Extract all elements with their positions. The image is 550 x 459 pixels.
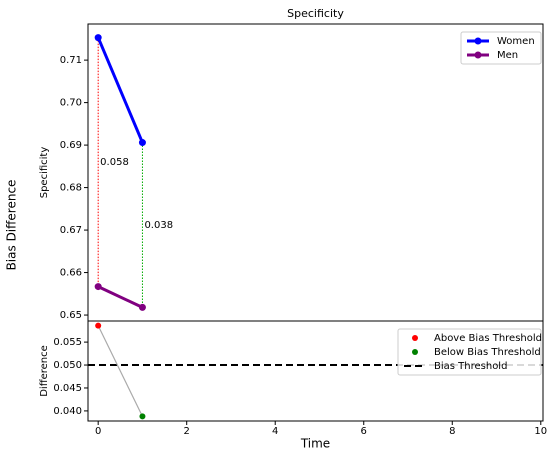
x-tick-label: 10 [534,426,547,437]
legend-label: Women [497,36,535,47]
x-tick-label: 2 [184,426,190,437]
y-tick-label: 0.66 [60,268,82,279]
legend-swatch [412,349,418,355]
y-tick-label: 0.050 [53,360,82,371]
y-tick-label: 0.65 [60,310,82,321]
y-tick-label: 0.040 [53,406,82,417]
point [94,283,102,291]
series-line [96,37,144,144]
x-tick-label: 0 [95,426,101,437]
legend-label: Bias Threshold [434,361,507,372]
y-axis-label: Difference [39,345,50,397]
y-tick-label: 0.71 [60,55,82,66]
x-tick-label: 8 [449,426,455,437]
series-line [97,285,144,309]
annotation: 0.038 [144,220,173,231]
y-tick-label: 0.67 [60,225,82,236]
x-axis-label: Time [300,437,330,451]
legend-box [397,328,542,376]
point [138,139,146,147]
legend-label: Above Bias Threshold [434,333,542,344]
y-axis-label: Specificity [39,147,50,199]
legend-swatch [474,37,482,45]
x-tick-label: 6 [361,426,367,437]
legend-label: Below Bias Threshold [434,347,541,358]
legend-label: Men [497,50,518,61]
y-tick-label: 0.055 [53,337,82,348]
y-tick-label: 0.045 [53,383,82,394]
point [95,322,102,329]
point [138,303,146,311]
legend-swatch [474,51,482,59]
axes-frame [87,23,544,322]
y-tick-label: 0.68 [60,183,82,194]
y-tick-label: 0.69 [60,140,82,151]
legend-swatch [412,335,418,341]
trend-line [97,325,143,417]
point [139,413,146,420]
axes-frame [87,320,544,422]
point [94,34,102,42]
x-tick-label: 4 [272,426,278,437]
chart-title: Specificity [287,7,344,20]
annotation: 0.058 [100,157,129,168]
y-tick-label: 0.70 [60,98,82,109]
figure-label: Bias Difference [5,180,19,271]
